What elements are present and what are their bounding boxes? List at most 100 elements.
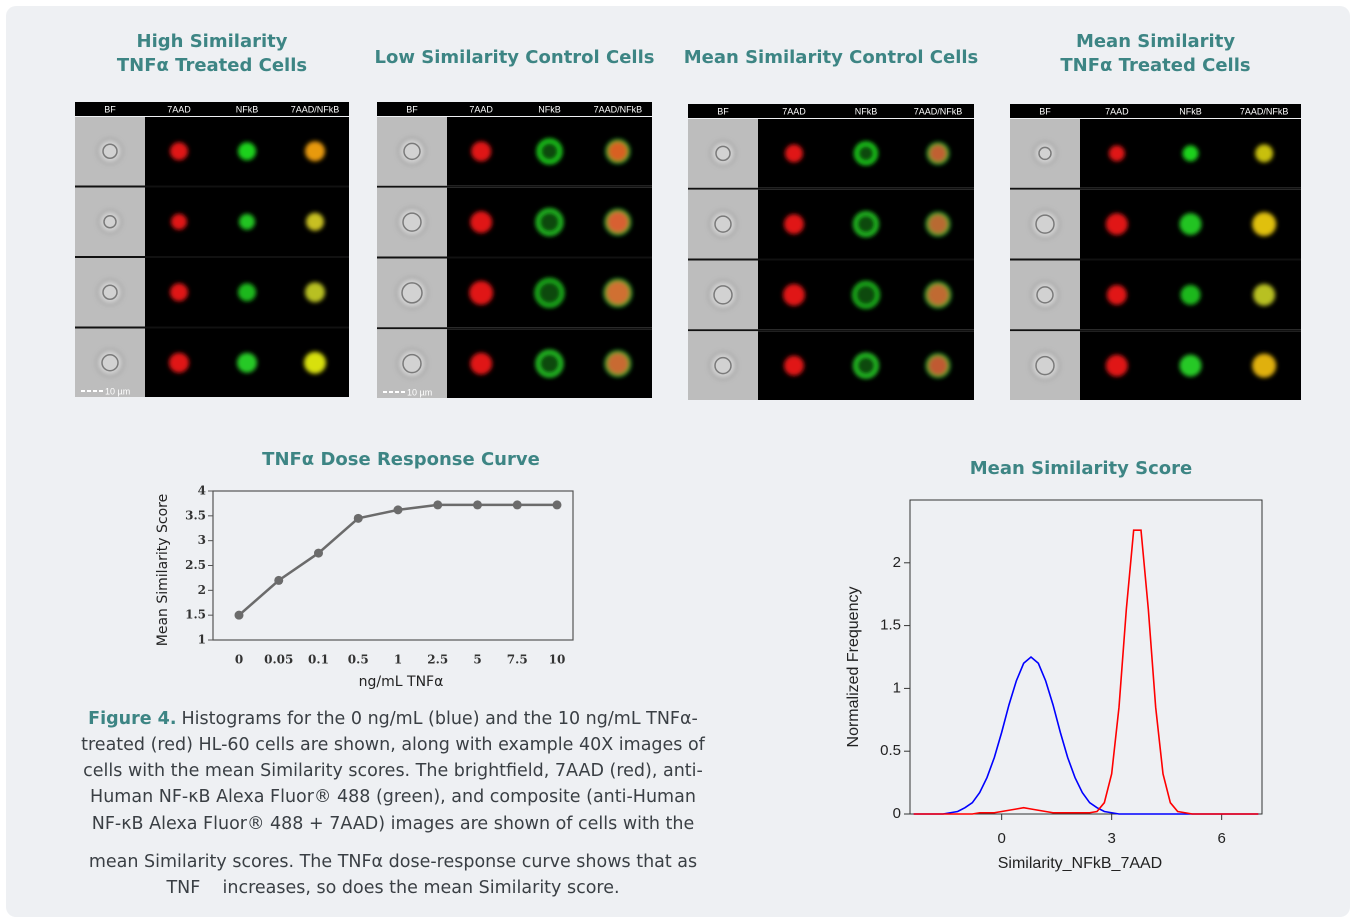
bf-cell bbox=[1031, 281, 1059, 309]
bf-cell bbox=[97, 279, 123, 305]
point bbox=[234, 610, 244, 620]
cell-7aad bbox=[1106, 284, 1127, 305]
x-tick-label: 0.5 bbox=[348, 653, 369, 667]
row-divider bbox=[1010, 258, 1301, 261]
cell-merge bbox=[305, 141, 325, 162]
y-axis-label: Normalized Frequency bbox=[845, 587, 862, 748]
bf-cell bbox=[102, 284, 118, 300]
bf-cell bbox=[1035, 214, 1055, 234]
x-axis-label: Similarity_NFkB_7AAD bbox=[998, 855, 1162, 872]
column-label: 7AAD/NFkB bbox=[594, 104, 643, 114]
cell-merge bbox=[306, 212, 324, 231]
cell-7aad bbox=[170, 142, 188, 161]
panel-title: TNFα Treated Cells bbox=[117, 55, 307, 76]
y-tick-label: 2.5 bbox=[185, 558, 206, 572]
cell-nfkb bbox=[535, 208, 564, 237]
bf-cell bbox=[1030, 350, 1060, 381]
row-divider bbox=[377, 185, 652, 188]
cell-7aad bbox=[171, 213, 187, 230]
y-tick-label: 3.5 bbox=[185, 508, 206, 522]
cell-merge bbox=[305, 282, 325, 303]
cell-nfkb bbox=[238, 283, 256, 302]
column-label: BF bbox=[406, 104, 418, 114]
point bbox=[393, 505, 403, 515]
bf-cell bbox=[714, 215, 732, 233]
bf-cell bbox=[101, 354, 119, 372]
cell-nfkb bbox=[1180, 284, 1201, 305]
row-divider bbox=[75, 326, 349, 329]
cell-merge bbox=[603, 278, 633, 308]
y-tick-label: 1 bbox=[893, 679, 901, 696]
column-label: NFkB bbox=[855, 106, 878, 116]
scale-label: 10 µm bbox=[105, 386, 130, 396]
bf-cell bbox=[103, 215, 117, 229]
bf-cell bbox=[714, 356, 732, 375]
bf-cell bbox=[715, 145, 731, 162]
column-label: 7AAD/NFkB bbox=[914, 106, 963, 116]
bf-cell bbox=[397, 207, 427, 237]
column-label: 7AAD bbox=[469, 104, 493, 114]
caption-line: treated (red) HL-60 cells are shown, alo… bbox=[81, 735, 706, 755]
bf-cell bbox=[96, 349, 124, 377]
bf-cell bbox=[403, 142, 421, 161]
caption-line: Human NF-κB Alexa Fluor® 488 (green), an… bbox=[90, 787, 696, 807]
y-tick-label: 1.5 bbox=[185, 608, 206, 622]
cell-nfkb bbox=[535, 349, 564, 378]
row-divider bbox=[75, 185, 349, 188]
cell-nfkb bbox=[1179, 354, 1202, 377]
bf-cell bbox=[102, 143, 118, 159]
histogram-line bbox=[913, 529, 1259, 815]
x-tick-label: 0 bbox=[235, 653, 243, 667]
chart-title: Mean Similarity Score bbox=[970, 458, 1192, 479]
panel-header bbox=[1010, 104, 1301, 118]
row-divider bbox=[377, 256, 652, 259]
cell-7aad bbox=[470, 211, 493, 234]
bf-cell bbox=[402, 353, 422, 374]
cell-7aad bbox=[170, 283, 188, 302]
x-tick-label: 1 bbox=[394, 653, 402, 667]
x-tick-label: 3 bbox=[1107, 830, 1115, 847]
column-label: 7AAD/NFkB bbox=[291, 104, 340, 114]
cell-nfkb bbox=[534, 277, 565, 308]
cell-nfkb bbox=[237, 352, 257, 373]
bf-cell bbox=[401, 282, 423, 304]
column-label: NFkB bbox=[1179, 106, 1202, 116]
column-label: 7AAD bbox=[1105, 106, 1129, 116]
caption-line: cells with the mean Similarity scores. T… bbox=[83, 761, 703, 781]
column-label: BF bbox=[104, 104, 116, 114]
cell-7aad bbox=[470, 352, 493, 375]
cell-7aad bbox=[1105, 213, 1128, 236]
cell-merge bbox=[924, 281, 952, 309]
point bbox=[274, 575, 284, 585]
x-tick-label: 0 bbox=[997, 830, 1005, 847]
caption-label: Figure 4. bbox=[88, 709, 176, 729]
x-tick-label: 0.05 bbox=[264, 653, 293, 667]
column-label: NFkB bbox=[236, 104, 259, 114]
row-divider bbox=[75, 256, 349, 258]
row-divider bbox=[1010, 329, 1301, 332]
x-tick-label: 2.5 bbox=[427, 653, 448, 667]
plot-frame bbox=[909, 499, 1263, 815]
cell-7aad bbox=[471, 141, 492, 162]
panel-title: TNFα Treated Cells bbox=[1060, 55, 1250, 76]
row-divider bbox=[688, 329, 974, 332]
bf-cell bbox=[97, 138, 123, 164]
point bbox=[512, 500, 522, 510]
bf-cell bbox=[397, 348, 427, 379]
bf-cell bbox=[98, 210, 122, 234]
column-label: BF bbox=[717, 106, 729, 116]
cell-7aad bbox=[784, 355, 804, 376]
cell-nfkb bbox=[854, 141, 878, 166]
cell-7aad bbox=[1105, 354, 1128, 377]
bf-cell bbox=[398, 137, 426, 166]
x-tick-label: 0.1 bbox=[308, 653, 329, 667]
cell-7aad bbox=[784, 214, 804, 235]
y-tick-label: 4 bbox=[198, 484, 206, 498]
panel-title: Mean Similarity bbox=[1076, 31, 1235, 52]
column-label: 7AAD/NFkB bbox=[1240, 106, 1289, 116]
y-tick-label: 1.5 bbox=[880, 617, 901, 634]
panel-header bbox=[75, 102, 349, 116]
cell-merge bbox=[1253, 283, 1276, 306]
point bbox=[433, 500, 443, 510]
